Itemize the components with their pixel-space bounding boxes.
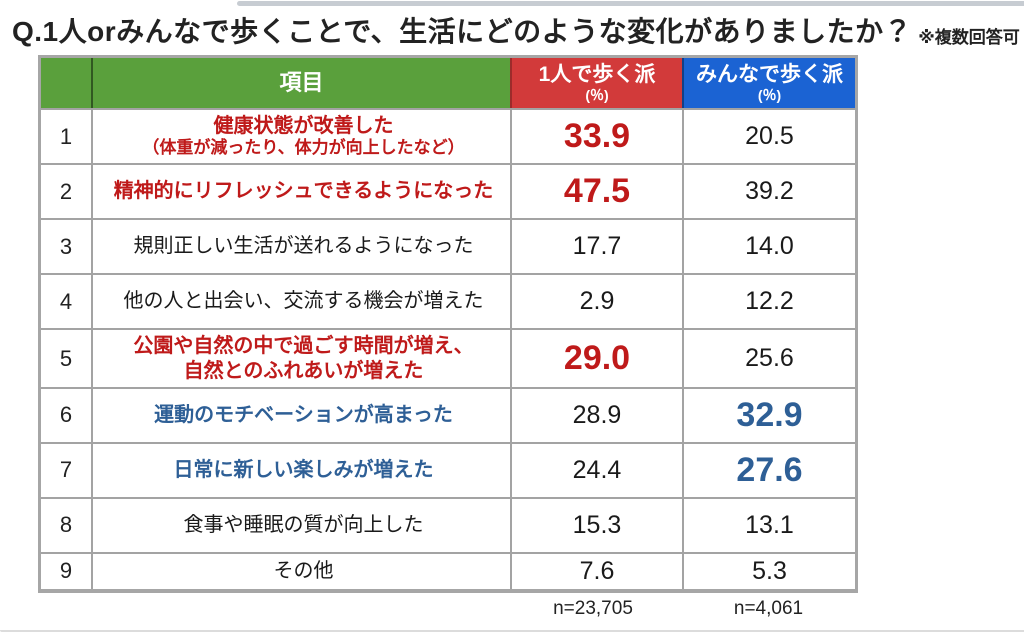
table-row: 4 他の人と出会い、交流する機会が増えた 2.9 12.2 xyxy=(41,273,855,329)
table-row: 2 精神的にリフレッシュできるようになった 47.5 39.2 xyxy=(41,163,855,219)
solo-value: 17.7 xyxy=(510,220,682,274)
group-value: 14.0 xyxy=(682,220,855,274)
solo-value: 15.3 xyxy=(510,498,682,552)
header-item-label: 項目 xyxy=(279,69,324,95)
group-value: 39.2 xyxy=(682,165,855,219)
row-number: 2 xyxy=(41,165,93,219)
header-solo-label: 1人で歩く派 xyxy=(538,62,656,86)
item-label: 公園や自然の中で過ごす時間が増え、 自然とのふれあいが増えた xyxy=(133,335,474,382)
group-value: 32.9 xyxy=(682,388,855,442)
solo-value: 33.9 xyxy=(510,110,682,164)
header-solo-cell: 1人で歩く派 (％) xyxy=(510,58,682,108)
row-number: 3 xyxy=(41,220,93,274)
item-label: 規則正しい生活が送れるようになった xyxy=(133,235,474,258)
solo-sample-size: n=23,705 xyxy=(553,598,633,619)
header-group-unit: (％) xyxy=(757,86,782,103)
item-label: 他の人と出会い、交流する機会が増えた xyxy=(123,290,484,313)
group-sample-size: n=4,061 xyxy=(733,598,804,619)
row-number: 8 xyxy=(41,498,93,552)
header-group-cell: みんなで歩く派 (％) xyxy=(682,58,855,108)
header-solo-unit: (％) xyxy=(585,86,609,103)
group-value: 25.6 xyxy=(682,330,855,387)
table-footer: n=23,705 n=4,061 xyxy=(38,596,858,620)
group-value: 12.2 xyxy=(682,275,855,329)
solo-value: 7.6 xyxy=(510,553,682,589)
item-label: 食事や睡眠の質が向上した xyxy=(183,514,424,537)
multi-answer-note: ※複数回答可 xyxy=(918,28,1020,47)
table-body: 1 健康状態が改善した （体重が減ったり、体力が向上したなど） 33.9 20.5… xyxy=(41,108,855,589)
card-top-edge xyxy=(237,1,1024,6)
table-row: 6 運動のモチベーションが高まった 28.9 32.9 xyxy=(41,386,855,442)
group-value: 5.3 xyxy=(682,553,855,589)
table-row: 3 規則正しい生活が送れるようになった 17.7 14.0 xyxy=(41,218,855,274)
table-header-row: 項目 1人で歩く派 (％) みんなで歩く派 (％) xyxy=(41,58,855,108)
table-row: 1 健康状態が改善した （体重が減ったり、体力が向上したなど） 33.9 20.5 xyxy=(41,108,855,164)
table-row: 9 その他 7.6 5.3 xyxy=(41,551,855,589)
survey-table: 項目 1人で歩く派 (％) みんなで歩く派 (％) 1 健康状態が改善した （体重… xyxy=(38,55,858,593)
group-value: 13.1 xyxy=(682,498,855,552)
group-value: 20.5 xyxy=(682,110,855,164)
solo-value: 2.9 xyxy=(510,275,682,329)
header-item-cell: 項目 xyxy=(93,58,510,108)
title-row: Q.1人orみんなで歩くことで、生活にどのような変化がありましたか？ ※複数回答… xyxy=(12,10,1020,50)
row-number: 9 xyxy=(41,553,93,589)
card-bottom-edge xyxy=(0,630,1024,632)
table-row: 8 食事や睡眠の質が向上した 15.3 13.1 xyxy=(41,496,855,552)
header-number-cell xyxy=(41,58,93,108)
item-label: 日常に新しい楽しみが増えた xyxy=(173,459,434,482)
solo-value: 47.5 xyxy=(510,165,682,219)
group-value: 27.6 xyxy=(682,443,855,497)
row-number: 6 xyxy=(41,388,93,442)
table-row: 7 日常に新しい楽しみが増えた 24.4 27.6 xyxy=(41,441,855,497)
solo-value: 28.9 xyxy=(510,388,682,442)
row-number: 5 xyxy=(41,330,93,387)
page-title: Q.1人orみんなで歩くことで、生活にどのような変化がありましたか？ xyxy=(12,16,913,47)
solo-value: 29.0 xyxy=(510,330,682,387)
table-row: 5 公園や自然の中で過ごす時間が増え、 自然とのふれあいが増えた 29.0 25.… xyxy=(41,328,855,387)
row-number: 7 xyxy=(41,443,93,497)
row-number: 1 xyxy=(41,110,93,164)
item-label: 運動のモチベーションが高まった xyxy=(154,404,453,427)
row-number: 4 xyxy=(41,275,93,329)
item-label: その他 xyxy=(273,560,334,583)
item-label: 精神的にリフレッシュできるようになった xyxy=(113,180,494,203)
header-group-label: みんなで歩く派 xyxy=(696,62,843,86)
item-label: 健康状態が改善した （体重が減ったり、体力が向上したなど） xyxy=(142,115,465,158)
solo-value: 24.4 xyxy=(510,443,682,497)
